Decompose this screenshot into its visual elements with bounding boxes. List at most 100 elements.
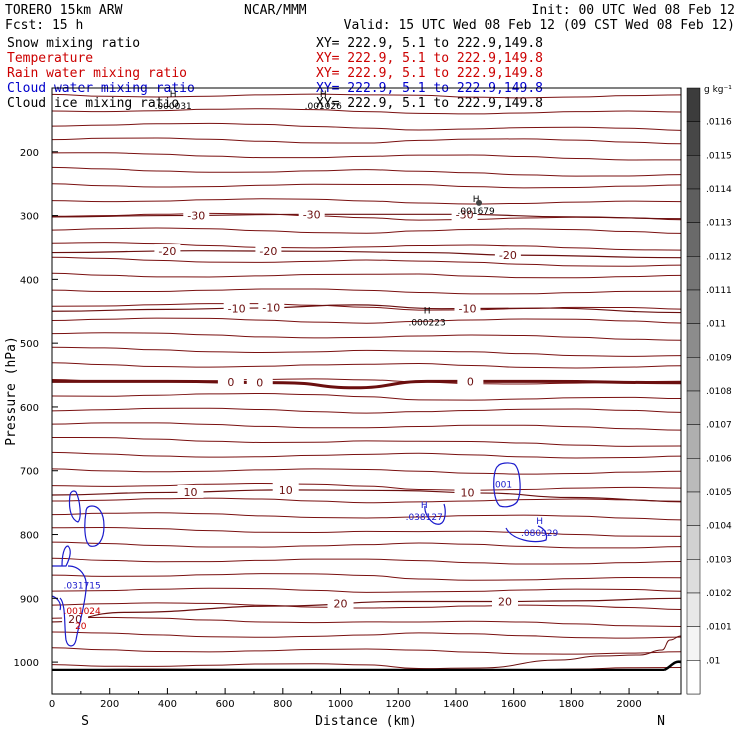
cloud-water-contour: [493, 462, 521, 508]
background-contour: [51, 573, 682, 581]
maximum-value: .038127: [406, 513, 443, 523]
colorbar-swatch: [686, 188, 701, 223]
x-tick-label: 400: [158, 699, 177, 710]
background-contour: [51, 393, 682, 401]
colorbar-swatch: [686, 121, 701, 156]
isotherm-label: 0: [256, 376, 263, 389]
background-contour: [51, 198, 682, 205]
background-contour: [51, 422, 682, 431]
section-start-label: S: [81, 714, 89, 729]
y-tick-label: 200: [20, 148, 39, 159]
y-tick-label: 300: [20, 212, 39, 223]
background-contour: [51, 483, 682, 491]
legend-xy: XY= 222.9, 5.1 to 222.9,149.8: [316, 36, 543, 51]
background-contour: [51, 166, 682, 177]
background-contour: [51, 526, 682, 537]
colorbar-level: .0113: [706, 219, 732, 229]
background-contour: [51, 122, 682, 131]
maximum-value: .080929: [521, 529, 558, 539]
background-contour: [51, 587, 682, 593]
colorbar-swatch: [686, 458, 701, 493]
x-tick-label: 1400: [443, 699, 468, 710]
isotherm-label: 20: [334, 598, 348, 611]
cloud-water-contour: [59, 565, 87, 647]
x-tick-label: 1600: [501, 699, 526, 710]
maximum-value: .001679: [458, 207, 495, 217]
contour-value-label: 20: [75, 622, 87, 632]
isotherm-label: -20: [259, 245, 277, 258]
y-axis-title: Pressure (hPa): [4, 336, 19, 446]
background-contour: [51, 272, 682, 279]
isotherm-label-bg: [223, 301, 250, 315]
background-contour: [51, 647, 682, 655]
isotherm-label: 10: [183, 486, 197, 499]
colorbar-swatch: [686, 491, 701, 526]
background-contour: [51, 303, 682, 311]
x-tick-label: 1000: [328, 699, 353, 710]
cloud-water-contour: [52, 545, 71, 567]
isotherm-label: 10: [279, 484, 293, 497]
colorbar-level: .0106: [706, 454, 732, 464]
legend-xy: XY= 222.9, 5.1 to 222.9,149.8: [316, 66, 543, 81]
colorbar-swatch: [686, 424, 701, 459]
maximum-marker: H: [320, 90, 327, 100]
terrain-line: [663, 660, 682, 672]
isotherm-line: [51, 597, 682, 623]
background-contour: [51, 346, 682, 357]
legend-label: Snow mixing ratio: [7, 36, 140, 51]
cloud-water-contour: [424, 503, 446, 525]
colorbar-swatch: [686, 390, 701, 425]
background-contour: [51, 362, 682, 369]
isotherm-label: 0: [227, 376, 234, 389]
section-end-label: N: [657, 714, 665, 729]
isotherm-label: -30: [303, 208, 321, 221]
colorbar-level: .0112: [706, 252, 732, 262]
isotherm-label-bg: [255, 244, 282, 258]
background-contour: [51, 317, 682, 324]
colorbar-level: .0107: [706, 421, 732, 431]
background-contour: [51, 616, 682, 627]
isotherm-label-bg: [298, 207, 325, 221]
x-tick-label: 1200: [386, 699, 411, 710]
background-contour: [51, 407, 682, 414]
legend-xy: XY= 222.9, 5.1 to 222.9,149.8: [316, 51, 543, 66]
isotherm-label: -30: [456, 208, 474, 221]
background-contour: [51, 256, 682, 267]
isotherm-label-bg: [246, 375, 273, 389]
isotherm-label: -10: [459, 303, 477, 316]
cloud-water-contour: [505, 525, 548, 543]
header-init: Init: 00 UTC Wed 08 Feb 12: [532, 3, 736, 18]
colorbar-level: .01: [706, 656, 720, 666]
background-contour: [51, 602, 682, 611]
x-tick-label: 800: [273, 699, 292, 710]
isotherm-label: -10: [228, 302, 246, 315]
contour-value-label: .001024: [64, 607, 101, 617]
colorbar-level: .0101: [706, 623, 732, 633]
isotherm-label: -20: [499, 249, 517, 262]
colorbar-level: .0111: [706, 286, 732, 296]
cloud-water-contour: [84, 505, 105, 547]
background-contour: [51, 152, 682, 161]
legend-label: Cloud ice mixing ratio: [7, 96, 179, 111]
y-tick-label: 400: [20, 275, 39, 286]
isotherm-line: [52, 379, 682, 390]
isotherm-label: 20: [68, 613, 82, 626]
background-contour: [51, 227, 682, 234]
x-tick-label: 0: [49, 699, 55, 710]
x-tick-label: 600: [216, 699, 235, 710]
background-contour: [51, 183, 682, 189]
colorbar-swatch: [686, 87, 701, 122]
contour-value-label: .001: [492, 480, 512, 490]
colorbar-level: .0104: [706, 522, 732, 532]
maximum-marker: H: [424, 307, 431, 317]
isotherm-label-bg: [217, 375, 244, 389]
isotherm-label-bg: [154, 244, 181, 258]
isotherm-label: 20: [498, 595, 512, 608]
below-ground: [52, 671, 681, 694]
x-axis-title: Distance (km): [315, 714, 417, 729]
maximum-marker: H: [421, 501, 428, 511]
legend-label: Temperature: [7, 51, 93, 66]
isotherm-label: 0: [467, 375, 474, 388]
colorbar-swatch: [686, 256, 701, 291]
